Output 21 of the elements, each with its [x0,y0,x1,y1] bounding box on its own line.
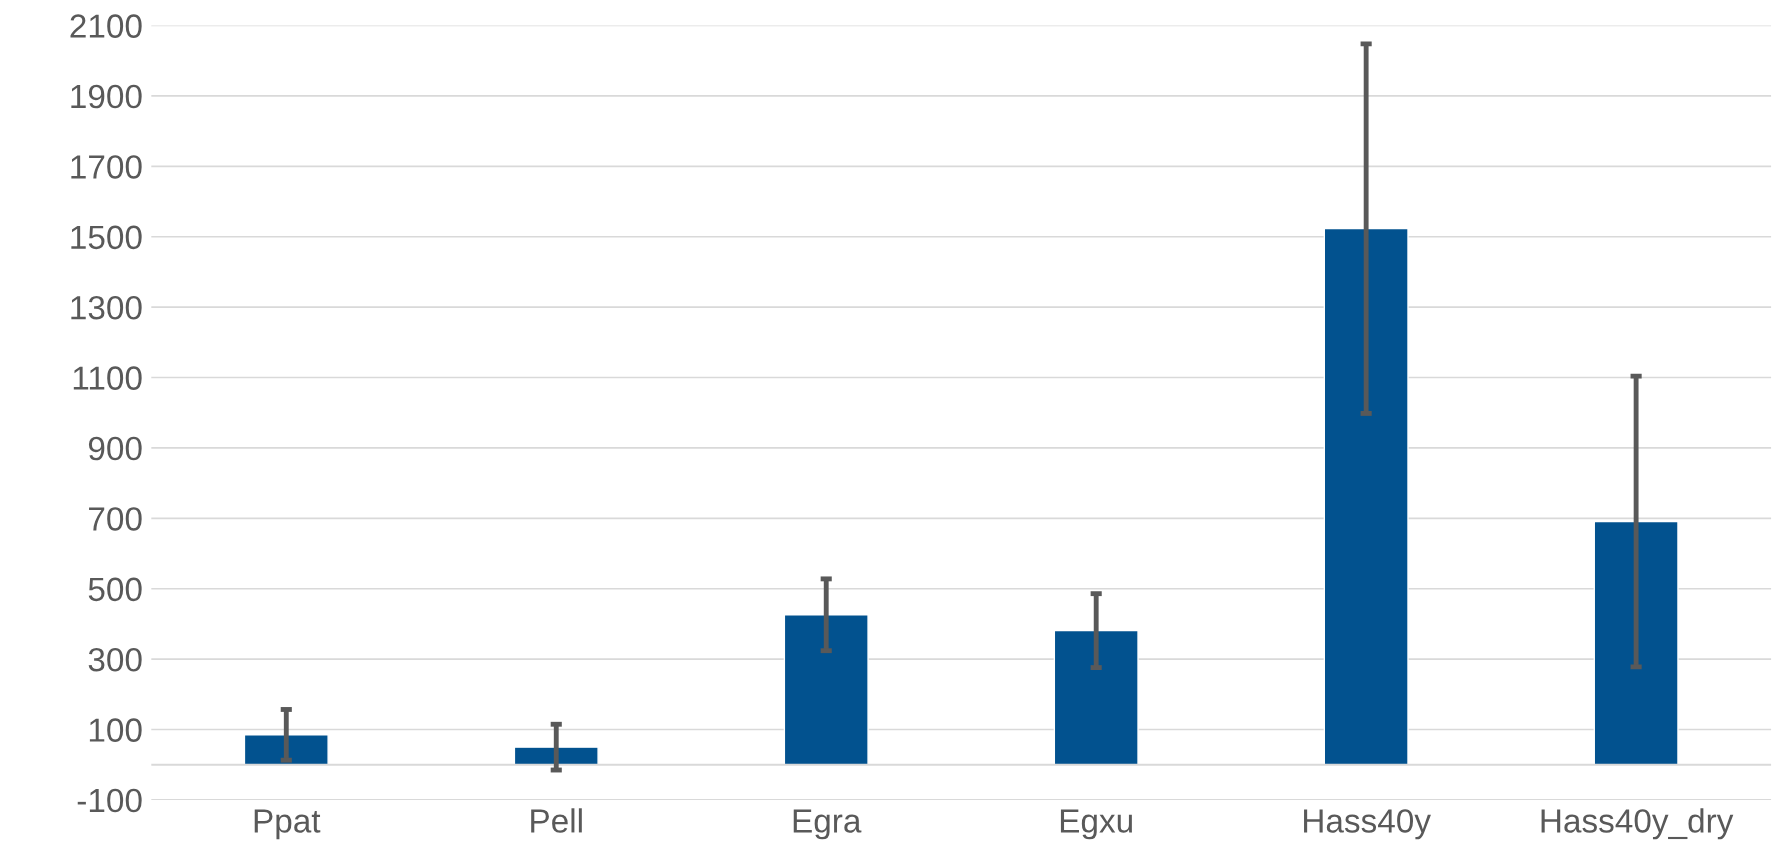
y-tick-label: 500 [88,577,142,602]
y-tick-label: 1100 [73,366,142,390]
y-tick-label: -100 [77,788,142,813]
x-tick-label: Hass40y_dry [1541,808,1734,840]
y-tick-label: 700 [89,507,142,531]
x-tick-label: Ppat [254,809,321,840]
y-tick-label: 900 [88,436,142,461]
y-tick-label: 1300 [71,295,142,320]
y-tick-label: 1700 [71,155,142,179]
y-tick-label: 2100 [70,14,142,38]
bar [1323,227,1409,766]
x-tick-label: Pell [531,808,582,833]
bar [1053,629,1139,766]
x-tick-label: Hass40y [1304,809,1431,840]
x-tick-label: Egra [793,809,862,840]
y-tick-label: 1900 [71,84,142,109]
y-tick-label: 300 [88,647,142,672]
y-tick-label: 1500 [71,225,142,250]
bar [783,614,869,766]
y-tick-label: 100 [89,718,142,742]
x-tick-label: Egxu [1060,809,1132,840]
